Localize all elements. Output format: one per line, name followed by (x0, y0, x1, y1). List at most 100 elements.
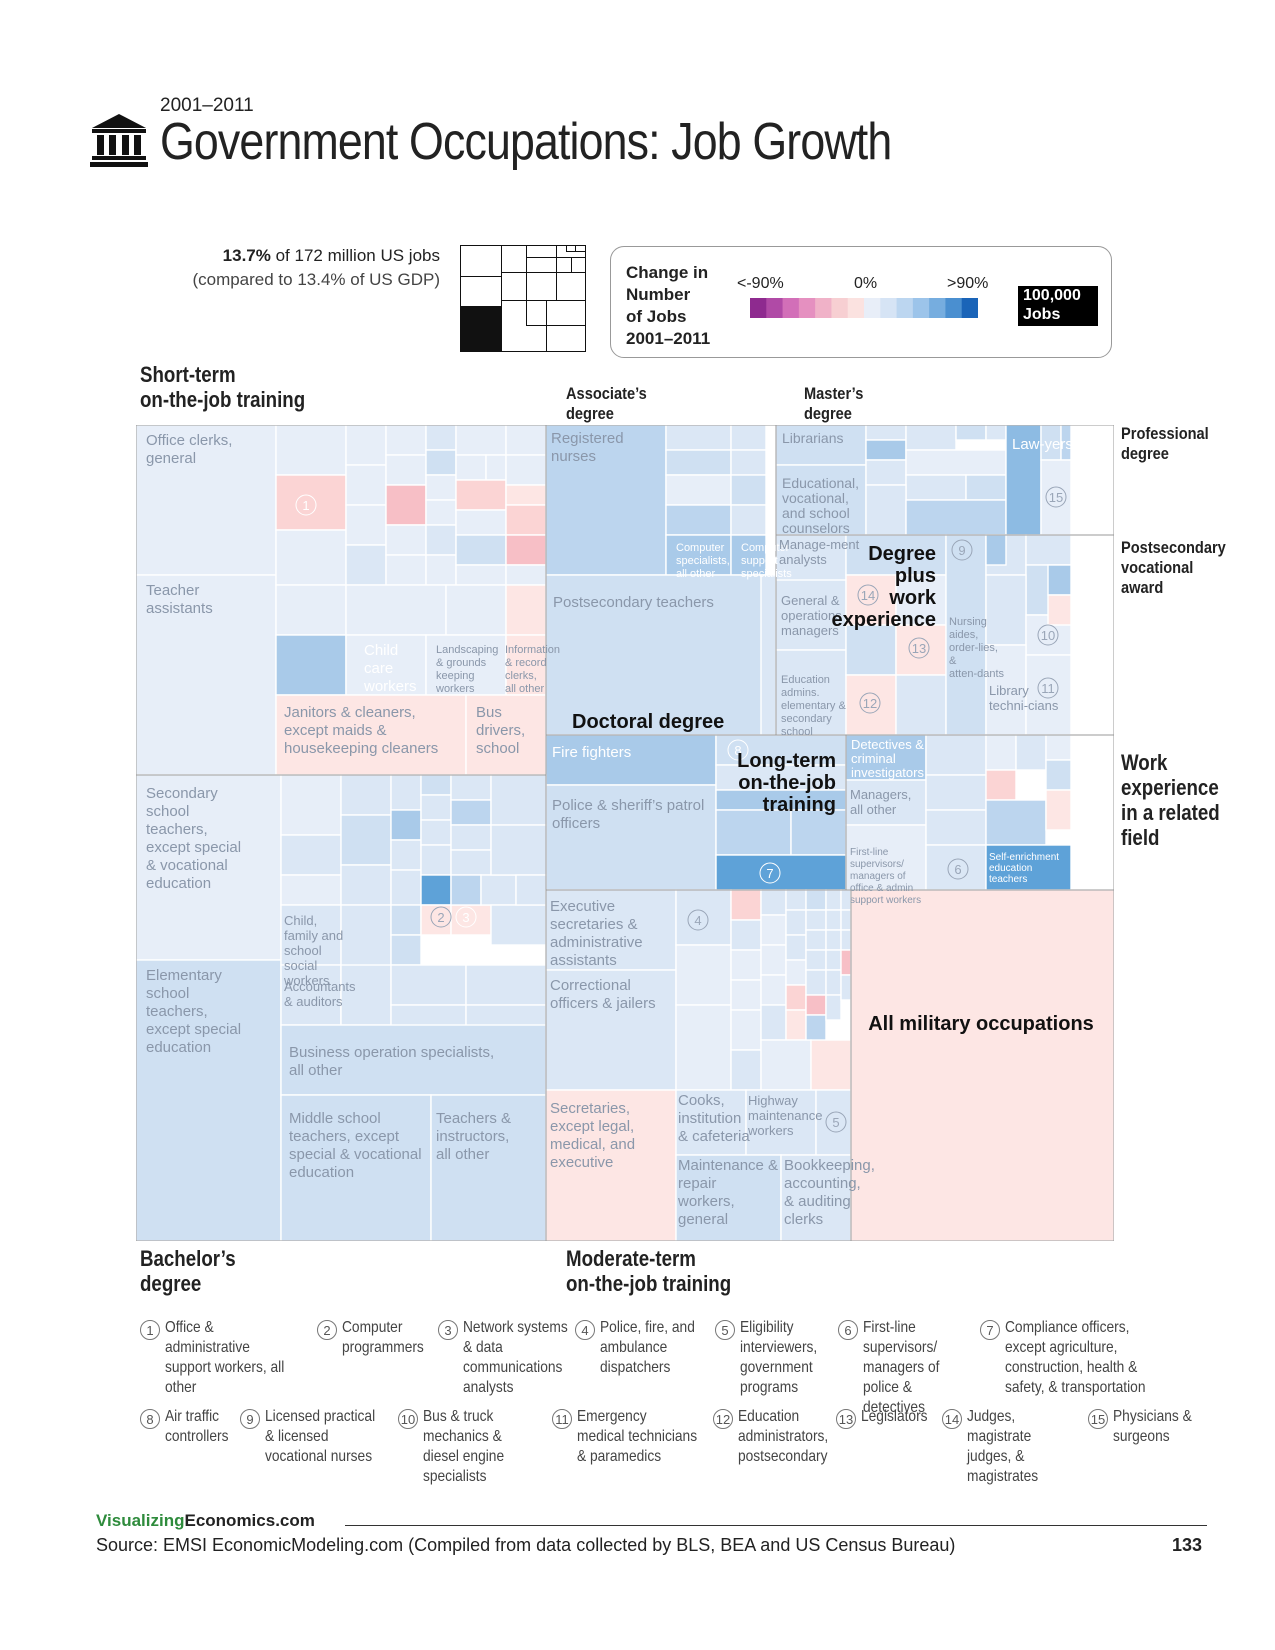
treemap-tile (805, 949, 827, 971)
legend-title-line: Number (626, 285, 691, 304)
treemap-tile (505, 484, 547, 506)
tile-lawyers (1005, 425, 1042, 536)
treemap-tile (675, 944, 732, 1006)
tile-label-comp-support: Computer support specialists (741, 542, 792, 580)
footnote-marker-4: 4 (687, 909, 709, 931)
tile-label-librarians: Librarians (782, 430, 843, 446)
treemap-tile (425, 425, 457, 451)
treemap-tile (345, 584, 447, 636)
group-border (850, 889, 1114, 1241)
tile-label-bus-drivers: Bus drivers, school (476, 704, 525, 757)
tile-label-mgmt-analysts: Manage-ment analysts (779, 537, 860, 567)
treemap-tile (345, 425, 387, 466)
tile-detectives (845, 734, 927, 781)
tile-comp-support (730, 534, 767, 576)
tile-footnote-7 (715, 854, 847, 891)
treemap-tile (985, 534, 1007, 566)
treemap-tile (345, 504, 387, 546)
treemap-tile (485, 454, 507, 481)
treemap-tile (450, 824, 492, 851)
treemap-tile (345, 544, 387, 586)
year-range: 2001–2011 (160, 95, 254, 116)
treemap-tile (865, 425, 907, 441)
tile-accountants (280, 964, 342, 1026)
treemap-tile (425, 524, 457, 556)
treemap-tile (730, 474, 767, 506)
group-label-line: experience (1121, 775, 1219, 800)
footnote-marker-number: 7 (766, 866, 773, 881)
footnote-marker-number: 5 (832, 1115, 839, 1130)
footnote-number: 2 (317, 1320, 337, 1340)
treemap-tile (760, 889, 787, 916)
tile-footnote-1 (275, 474, 347, 531)
treemap-tile (905, 425, 957, 451)
tile-footnote-12 (845, 674, 897, 736)
tile-teacher-assistants (136, 574, 277, 776)
treemap-tile (760, 944, 787, 976)
footnote-text: Legislators (861, 1408, 928, 1425)
treemap-tile (390, 904, 422, 936)
treemap-tile (865, 439, 907, 461)
tile-managers-other (845, 779, 927, 826)
footnote-marker-number: 12 (863, 696, 877, 711)
tile-label-bookkeeping: Bookkeeping, accounting, & auditing clerks (784, 1157, 875, 1228)
treemap-tile (925, 809, 987, 846)
treemap-tile (425, 499, 457, 526)
footnote-number: 15 (1088, 1409, 1108, 1429)
treemap-tile (760, 574, 777, 736)
share-percent: 13.7% (222, 246, 271, 265)
footnote-marker-number: 10 (1041, 628, 1055, 643)
share-of-jobs: 13.7% of 172 million US jobs (150, 246, 440, 266)
footnote-number: 11 (552, 1409, 572, 1429)
tile-label-detectives: Detectives & criminal investigators (851, 737, 924, 780)
footnote-marker-number: 15 (1049, 490, 1063, 505)
treemap-tile (955, 425, 987, 441)
treemap-tile (1025, 534, 1072, 566)
site-credit: VisualizingEconomics.com (96, 1511, 315, 1531)
legend-title: Change in Number of Jobs 2001–2011 (626, 262, 736, 350)
tile-label-lawyers: Law-yers (1012, 436, 1073, 453)
group-label-line: Associate’s (566, 384, 647, 403)
legend-color-bar (750, 298, 978, 318)
treemap-tile (385, 454, 427, 486)
treemap-tile (390, 809, 422, 841)
treemap-tile (985, 734, 1017, 771)
legend-mid-label: 0% (854, 275, 878, 292)
treemap-tile (390, 869, 422, 906)
group-label-line: Moderate-term (566, 1246, 696, 1271)
group-border (775, 425, 1114, 536)
footnote-marker-13: 13 (908, 637, 930, 659)
treemap-tile (280, 774, 342, 836)
tile-label-maintenance: Maintenance & repair workers, general (677, 1157, 778, 1228)
footnote-text: Eligibility interviewers, government pro… (740, 1319, 818, 1396)
treemap-tile (840, 929, 852, 951)
group-label-masters: Master’s degree (804, 384, 863, 424)
treemap-tile (965, 474, 1007, 501)
treemap-tile (825, 909, 842, 931)
legend-swatch (831, 298, 849, 318)
treemap-tile (1045, 759, 1072, 791)
treemap-tile (1045, 734, 1072, 761)
treemap-tile (845, 624, 897, 676)
treemap-tile (1045, 789, 1072, 831)
treemap-tile (730, 425, 767, 451)
treemap-tile (895, 674, 947, 736)
footnote-marker-8: 8 (727, 739, 749, 761)
group-label-postsecondary: Postsecondary vocational award (1121, 538, 1226, 598)
footnote-marker-1: 1 (295, 494, 317, 516)
treemap-tile (480, 874, 517, 906)
group-label-line: in a related (1121, 800, 1220, 825)
legend-swatch (847, 298, 865, 318)
tile-label-teachers-other: Teachers & instructors, all other (436, 1110, 511, 1163)
group-label-line: Postsecondary (1121, 538, 1226, 557)
footnote-number: 1 (140, 1320, 160, 1340)
treemap-tile (805, 889, 827, 911)
tile-footnote-6 (925, 844, 987, 891)
treemap-tile (450, 774, 492, 801)
footnote-marker-11: 11 (1037, 677, 1059, 699)
treemap-tile (455, 425, 507, 456)
treemap-tile (385, 554, 427, 586)
footnote-marker-15: 15 (1045, 486, 1067, 508)
tile-label-middle-school: Middle school teachers, except special & v… (289, 1110, 422, 1181)
footnote-number: 5 (715, 1320, 735, 1340)
